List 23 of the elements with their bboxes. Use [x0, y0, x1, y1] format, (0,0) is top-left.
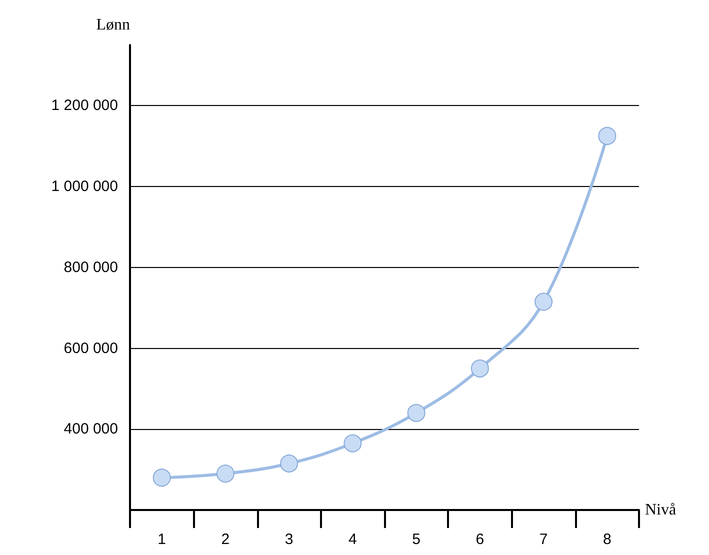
- x-tick-label: 3: [284, 531, 294, 548]
- point: [152, 468, 171, 487]
- point: [280, 454, 298, 472]
- y-tick-label: 800 000: [64, 258, 118, 276]
- x-tick-label: 7: [539, 531, 548, 548]
- y-tick-label: 1 200 000: [51, 97, 118, 114]
- point: [598, 126, 616, 145]
- point: [344, 434, 362, 452]
- x-tick-label: 2: [221, 531, 230, 548]
- point: [216, 464, 234, 483]
- point: [534, 292, 553, 311]
- y-tick-label: 400 000: [64, 420, 118, 438]
- x-axis-title: Nivå: [645, 502, 676, 518]
- y-tick-label: 600 000: [64, 340, 118, 357]
- x-tick-label: 6: [476, 531, 484, 548]
- y-axis-title: Lønn: [96, 16, 130, 34]
- x-tick-label: 1: [158, 531, 166, 548]
- point: [470, 359, 489, 378]
- x-tick-label: 8: [603, 531, 612, 548]
- x-tick-label: 5: [412, 531, 420, 548]
- y-tick-label: 1 000 000: [51, 178, 118, 196]
- x-tick-label: 4: [348, 531, 357, 548]
- point: [407, 404, 426, 422]
